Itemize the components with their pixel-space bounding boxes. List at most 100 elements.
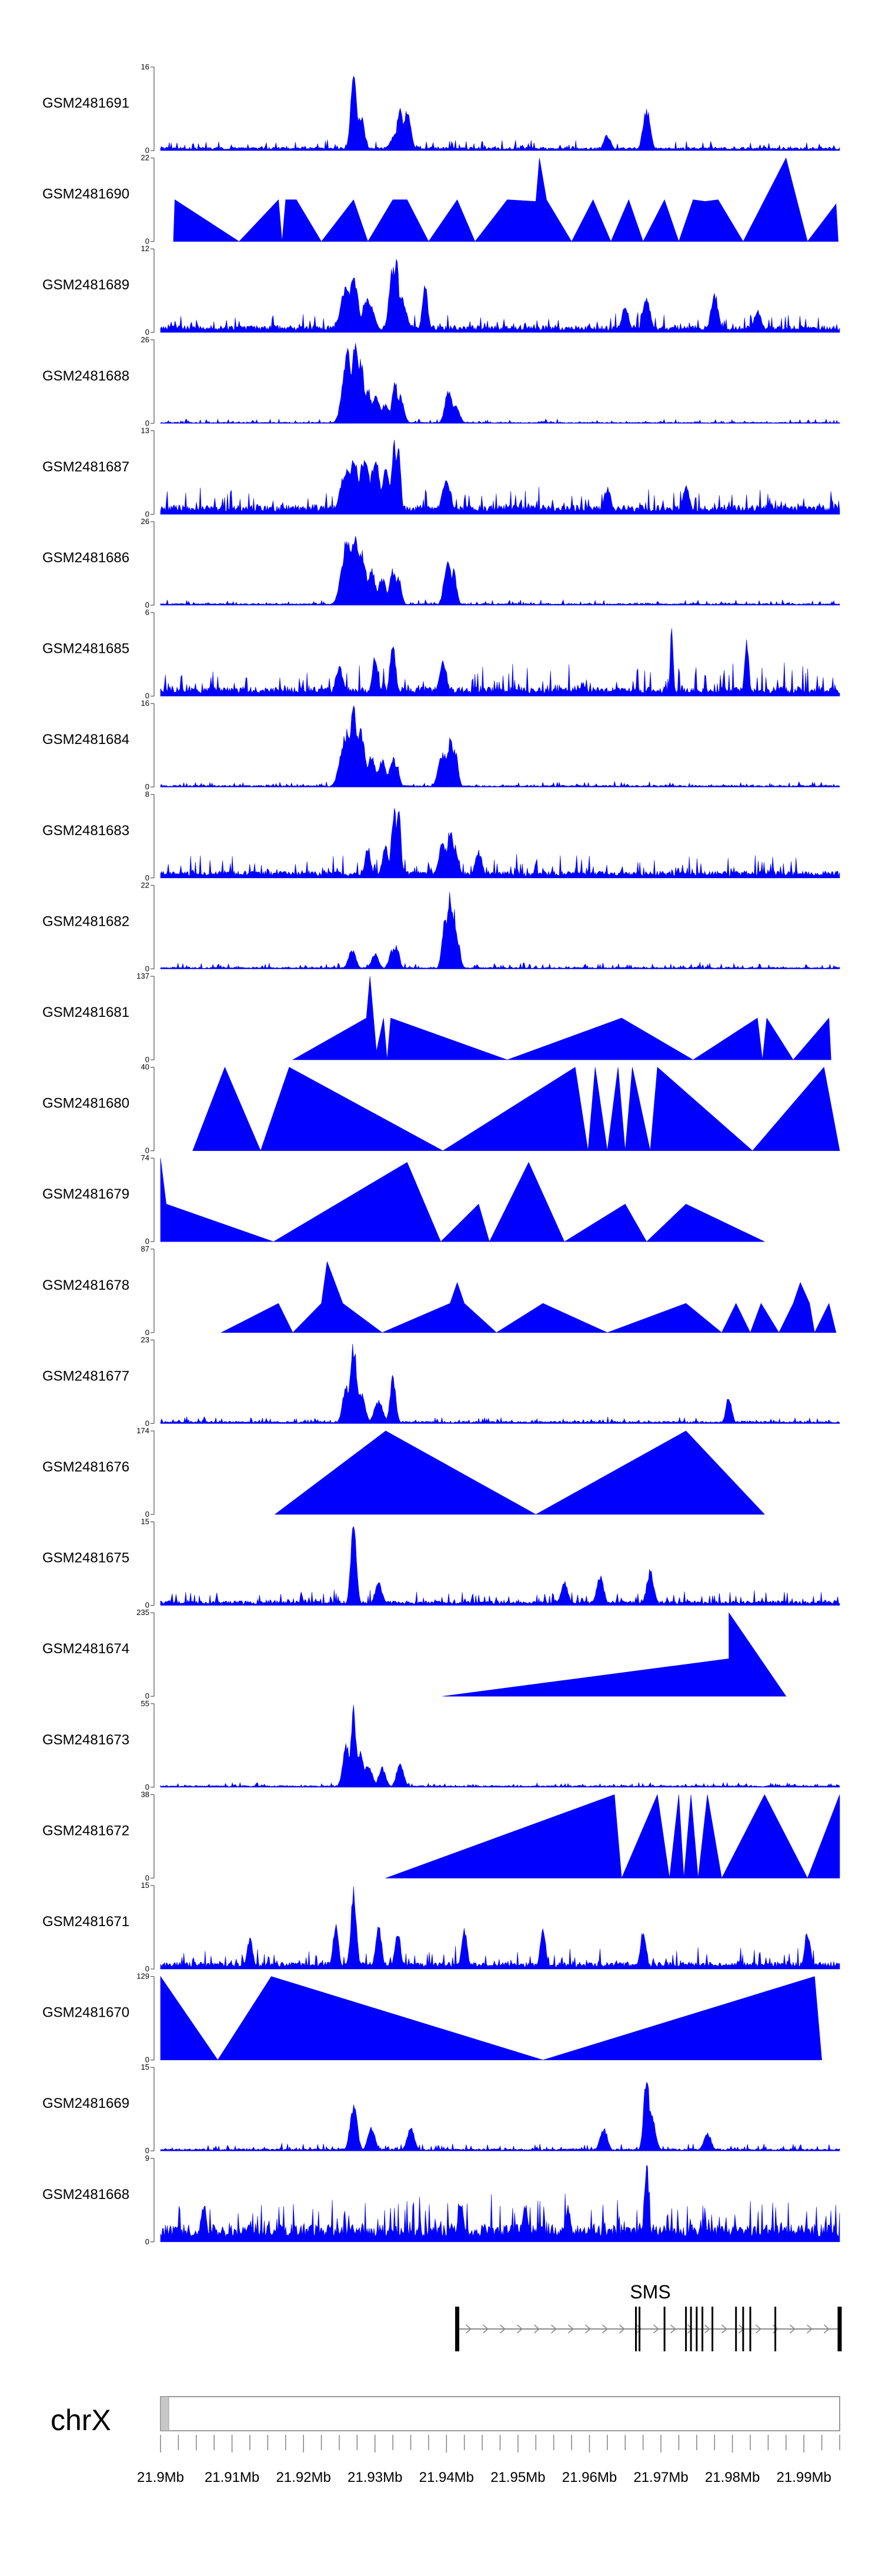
- coverage-area: [221, 1261, 837, 1333]
- x-tick-label: 21.9Mb: [137, 2470, 184, 2485]
- track-label: GSM2481682: [42, 913, 129, 929]
- y-min-label: 0: [145, 964, 149, 973]
- coverage-area: [160, 439, 840, 515]
- y-max-label: 15: [141, 1517, 149, 1526]
- y-max-label: 8: [145, 790, 149, 799]
- track-label: GSM2481689: [42, 277, 129, 293]
- coverage-area: [160, 705, 840, 788]
- coverage-area: [385, 1794, 840, 1879]
- y-min-label: 0: [145, 1328, 149, 1337]
- x-tick-label: 21.96Mb: [562, 2470, 617, 2485]
- y-min-label: 0: [145, 873, 149, 882]
- strand-arrow: [636, 2324, 642, 2334]
- y-min-label: 0: [145, 237, 149, 246]
- y-max-label: 13: [141, 426, 149, 435]
- track-GSM2481675: GSM2481675 15 0: [42, 1517, 840, 1610]
- coverage-area: [160, 628, 840, 696]
- y-max-label: 38: [141, 1790, 149, 1798]
- strand-arrow: [568, 2324, 574, 2334]
- y-min-label: 0: [145, 2056, 149, 2064]
- exon: [837, 2307, 842, 2351]
- strand-arrow: [466, 2324, 472, 2334]
- exon: [685, 2307, 687, 2351]
- y-min-label: 0: [145, 1964, 149, 1973]
- coverage-area: [173, 157, 838, 242]
- track-GSM2481687: GSM2481687 13 0: [42, 426, 840, 518]
- y-min-label: 0: [145, 328, 149, 336]
- y-max-label: 26: [141, 335, 149, 344]
- y-max-label: 16: [141, 699, 149, 708]
- track-GSM2481682: GSM2481682 22 0: [42, 880, 840, 973]
- coverage-area: [160, 1886, 840, 1970]
- coverage-area: [160, 1704, 840, 1788]
- track-label: GSM2481675: [42, 1550, 129, 1566]
- y-max-label: 12: [141, 244, 149, 253]
- y-min-label: 0: [145, 1146, 149, 1155]
- strand-arrow: [687, 2324, 693, 2334]
- y-max-label: 74: [141, 1153, 149, 1162]
- y-max-label: 22: [141, 880, 149, 889]
- x-tick-label: 21.91Mb: [205, 2470, 259, 2485]
- track-label: GSM2481673: [42, 1732, 129, 1748]
- strand-arrow: [807, 2324, 813, 2334]
- exon: [774, 2307, 777, 2351]
- coverage-area: [160, 892, 840, 969]
- y-min-label: 0: [145, 1510, 149, 1519]
- strand-arrow: [824, 2324, 830, 2334]
- y-max-label: 129: [136, 1972, 149, 1981]
- y-max-label: 87: [141, 1244, 149, 1253]
- y-max-label: 40: [141, 1063, 149, 1072]
- y-max-label: 55: [141, 1699, 149, 1708]
- y-min-label: 0: [145, 2237, 149, 2246]
- track-label: GSM2481679: [42, 1186, 129, 1202]
- track-GSM2481674: GSM2481674 235 0: [42, 1608, 787, 1700]
- coverage-area: [292, 976, 831, 1060]
- tracks: GSM2481691160GSM2481690220GSM2481689120G…: [42, 62, 840, 2246]
- y-max-label: 9: [145, 2154, 149, 2163]
- coverage-area: [160, 2164, 840, 2243]
- track-label: GSM2481676: [42, 1459, 129, 1475]
- y-max-label: 6: [145, 608, 149, 617]
- exon: [742, 2307, 744, 2351]
- track-GSM2481691: GSM2481691 16 0: [42, 62, 840, 155]
- exon: [455, 2307, 460, 2351]
- track-GSM2481673: GSM2481673 55 0: [42, 1699, 840, 1791]
- ideogram-band: [160, 2396, 169, 2431]
- x-tick-label: 21.99Mb: [777, 2470, 831, 2485]
- y-min-label: 0: [145, 1691, 149, 1700]
- genome-axis: chrX 21.9Mb 21.91Mb 21.92Mb 21.93Mb 21.94Mb 2…: [51, 2396, 840, 2485]
- y-max-label: 137: [136, 972, 149, 980]
- track-GSM2481668: GSM2481668 9 0: [42, 2154, 840, 2246]
- coverage-area: [443, 1612, 787, 1697]
- y-min-label: 0: [145, 2146, 149, 2155]
- y-min-label: 0: [145, 509, 149, 518]
- strand-arrow: [551, 2324, 557, 2334]
- track-GSM2481670: GSM2481670 129 0: [42, 1972, 822, 2064]
- exon: [663, 2307, 666, 2351]
- exon: [735, 2307, 737, 2351]
- ideogram-bar: [160, 2396, 840, 2431]
- track-label: GSM2481681: [42, 1005, 129, 1020]
- track-label: GSM2481687: [42, 459, 129, 475]
- track-GSM2481671: GSM2481671 15 0: [42, 1881, 840, 1973]
- y-max-label: 22: [141, 154, 149, 162]
- x-tick-label: 21.92Mb: [276, 2470, 330, 2485]
- y-max-label: 15: [141, 2063, 149, 2071]
- exon: [749, 2307, 751, 2351]
- track-label: GSM2481672: [42, 1823, 129, 1838]
- track-label: GSM2481668: [42, 2187, 129, 2203]
- track-label: GSM2481685: [42, 641, 129, 657]
- track-label: GSM2481669: [42, 2095, 129, 2111]
- strand-arrow: [619, 2324, 625, 2334]
- coverage-area: [160, 2081, 840, 2151]
- strand-arrow: [534, 2324, 540, 2334]
- y-max-label: 26: [141, 517, 149, 526]
- y-min-label: 0: [145, 1873, 149, 1882]
- exon: [701, 2307, 704, 2351]
- track-label: GSM2481677: [42, 1368, 129, 1384]
- track-GSM2481690: GSM2481690 22 0: [42, 154, 838, 246]
- track-label: GSM2481678: [42, 1277, 129, 1293]
- y-max-label: 174: [136, 1426, 149, 1435]
